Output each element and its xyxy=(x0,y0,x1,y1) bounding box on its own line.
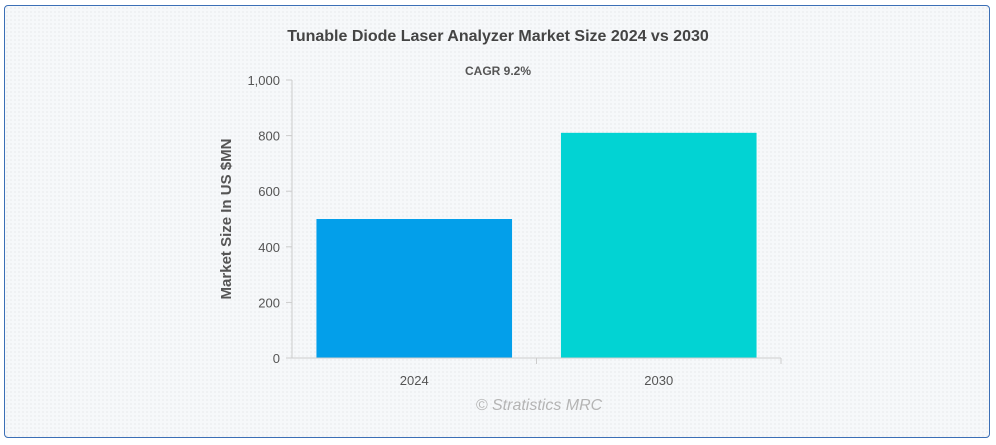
y-tick-label: 0 xyxy=(273,351,280,366)
y-tick-label: 400 xyxy=(258,240,280,255)
bar-2030[interactable] xyxy=(560,132,757,358)
chart-title: Tunable Diode Laser Analyzer Market Size… xyxy=(287,28,709,45)
y-axis: 0 200 400 600 800 1,000 xyxy=(247,73,293,366)
y-tick-label: 200 xyxy=(258,295,280,310)
y-tick-label: 1,000 xyxy=(247,73,280,88)
watermark: © Stratistics MRC xyxy=(475,397,603,414)
y-tick-label: 600 xyxy=(258,184,280,199)
bar-2024[interactable] xyxy=(316,219,513,358)
x-tick-label: 2024 xyxy=(400,373,429,388)
bars xyxy=(316,132,757,358)
x-axis: 2024 2030 xyxy=(292,357,782,388)
y-axis-label: Market Size In US $MN xyxy=(218,139,235,300)
chart-subtitle: CAGR 9.2% xyxy=(464,64,532,78)
x-tick-label: 2030 xyxy=(644,373,673,388)
y-tick-label: 800 xyxy=(258,129,280,144)
